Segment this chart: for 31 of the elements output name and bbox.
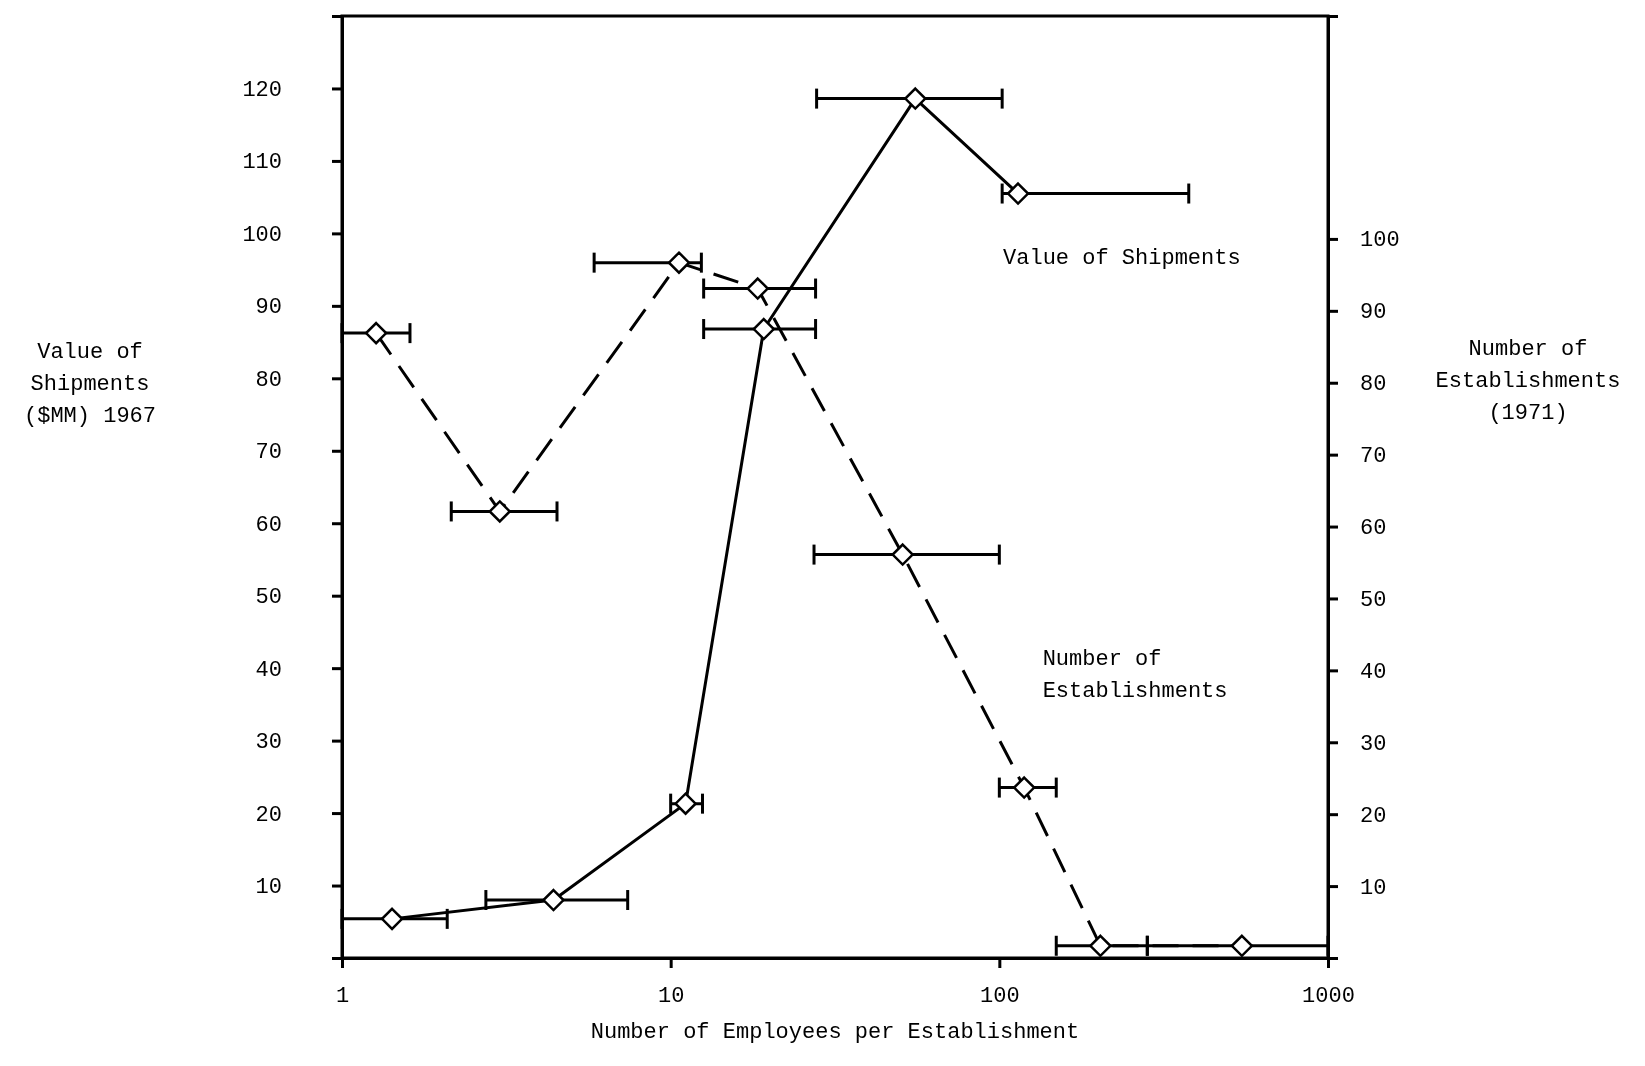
y2-tick-label: 60 (1360, 516, 1387, 542)
y-tick-label: 20 (255, 802, 282, 828)
y-tick-label: 110 (242, 150, 282, 176)
y-tick-label: 40 (255, 657, 282, 683)
text: Number of Establishments (1042, 646, 1228, 704)
y-tick-label: 80 (255, 367, 282, 393)
y-tick-label: 30 (255, 730, 282, 756)
text: Value of Shipments (1003, 245, 1241, 271)
x-tick-label: 10 (657, 983, 685, 1009)
y2-tick-label: 100 (1360, 228, 1400, 254)
y-tick-label: 70 (255, 440, 282, 466)
y2-tick-label: 50 (1360, 588, 1387, 613)
x-tick-label: 1 (335, 983, 350, 1009)
y-tick-label: 10 (255, 875, 282, 901)
y2-tick-label: 20 (1360, 803, 1387, 829)
x-tick-label: 100 (980, 983, 1020, 1009)
y2-tick-label: 10 (1360, 875, 1387, 901)
y-axis-title: Value of Shipments ($MM) 1967 (23, 340, 157, 429)
y2-tick-label: 90 (1360, 300, 1387, 326)
y2-tick-label: 30 (1360, 731, 1387, 757)
y-tick-label: 60 (255, 512, 282, 538)
x-axis-title: Number of Employees per Establishment (590, 1020, 1080, 1045)
y-tick-label: 120 (242, 78, 282, 103)
y2-tick-label: 80 (1360, 372, 1387, 398)
y-tick-label: 50 (255, 585, 282, 611)
x-tick-label: 1000 (1302, 983, 1355, 1009)
y2-tick-label: 40 (1360, 659, 1387, 685)
y-tick-label: 90 (255, 295, 282, 321)
y2-tick-label: 70 (1360, 444, 1387, 470)
y-tick-label: 100 (242, 222, 282, 248)
y2-axis-title: Number of Establishments (1971) (1435, 337, 1621, 426)
